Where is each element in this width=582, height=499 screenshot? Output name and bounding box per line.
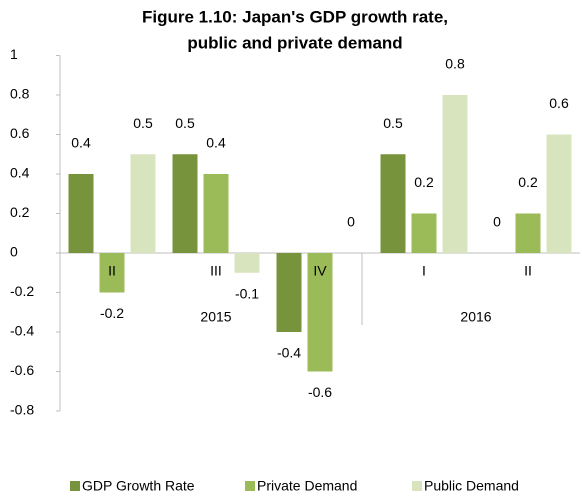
bar	[172, 154, 198, 253]
data-label: -0.6	[308, 384, 332, 400]
bar	[515, 213, 541, 253]
bar	[307, 253, 333, 372]
y-tick-label: 0.6	[10, 125, 30, 141]
bar	[203, 174, 229, 253]
chart-title: public and private demand	[187, 33, 402, 52]
data-label: -0.4	[277, 345, 301, 361]
y-tick-label: -0.8	[10, 402, 34, 418]
bar	[546, 134, 572, 253]
bar	[68, 174, 94, 253]
group-label: 2015	[200, 309, 231, 325]
x-tick-label: I	[422, 263, 426, 279]
y-tick-label: 0.2	[10, 204, 30, 220]
chart-title: Figure 1.10: Japan's GDP growth rate,	[142, 7, 448, 26]
bar	[380, 154, 406, 253]
x-tick-label: II	[524, 263, 532, 279]
data-label: 0.5	[383, 115, 403, 131]
data-label: 0.5	[133, 115, 153, 131]
legend-label: Public Demand	[424, 478, 519, 494]
legend-swatch	[70, 481, 80, 491]
y-tick-label: 0	[10, 244, 18, 260]
x-tick-label: IV	[313, 263, 327, 279]
data-label: 0.8	[445, 56, 465, 72]
y-tick-label: 0.4	[10, 165, 30, 181]
bar	[130, 154, 156, 253]
y-tick-label: -0.4	[10, 323, 34, 339]
data-label: 0	[493, 214, 501, 230]
bar	[276, 253, 302, 332]
bar	[411, 213, 437, 253]
legend-swatch	[245, 481, 255, 491]
data-label: -0.2	[100, 305, 124, 321]
data-label: 0.4	[71, 135, 91, 151]
x-tick-label: II	[108, 263, 116, 279]
legend-swatch	[412, 481, 422, 491]
data-label: 0.6	[549, 95, 569, 111]
y-tick-label: 1	[10, 46, 18, 62]
y-tick-label: -0.2	[10, 283, 34, 299]
x-tick-label: III	[210, 263, 222, 279]
data-label: 0.4	[206, 135, 226, 151]
bar	[442, 95, 468, 253]
data-label: 0.5	[175, 115, 195, 131]
group-label: 2016	[460, 309, 491, 325]
bar	[234, 253, 260, 273]
data-label: 0	[347, 214, 355, 230]
legend-label: GDP Growth Rate	[82, 478, 195, 494]
data-label: 0.2	[414, 174, 434, 190]
legend-label: Private Demand	[257, 478, 357, 494]
data-label: -0.1	[235, 285, 259, 301]
y-tick-label: -0.6	[10, 362, 34, 378]
y-tick-label: 0.8	[10, 86, 30, 102]
data-label: 0.2	[518, 174, 538, 190]
bar	[99, 253, 125, 293]
